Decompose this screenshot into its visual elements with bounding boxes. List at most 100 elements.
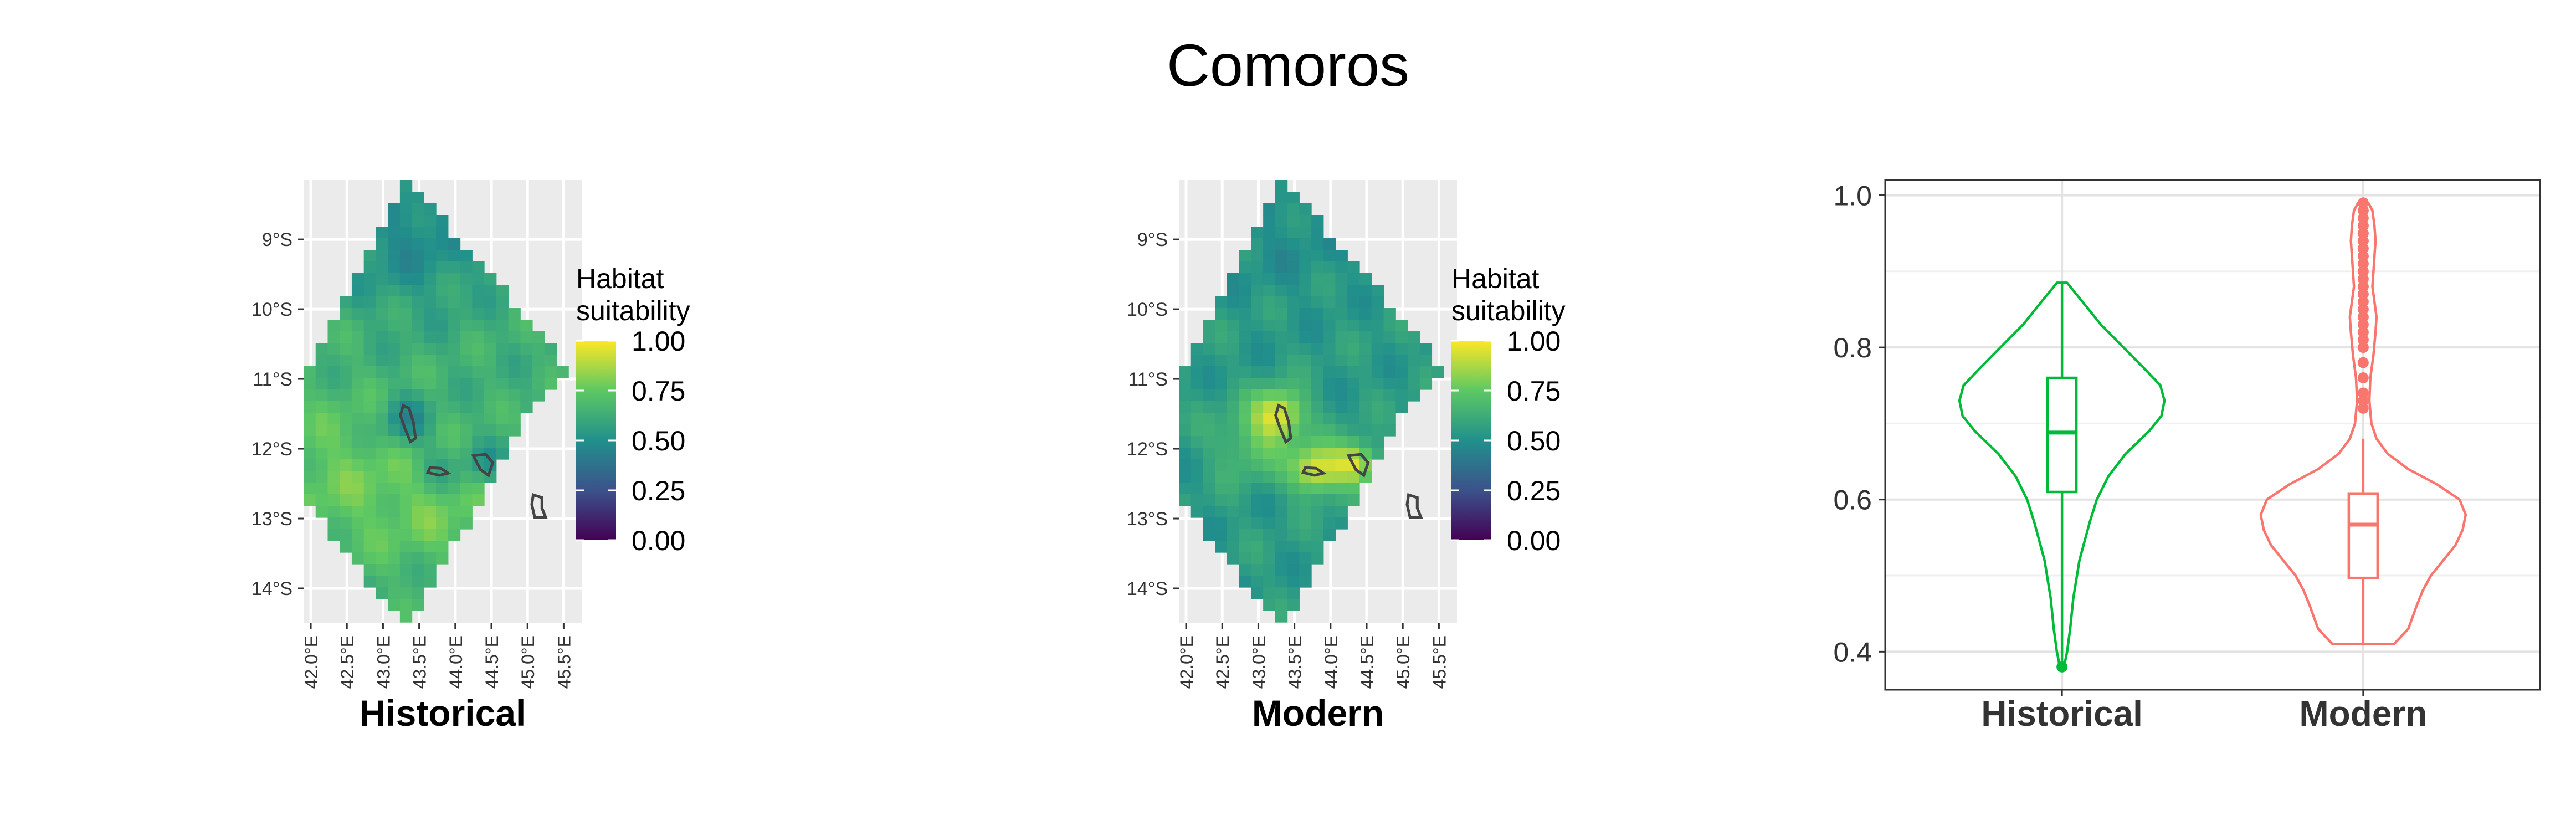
modern-raster-cell (1347, 355, 1360, 367)
historical-raster-cell (388, 401, 401, 413)
historical-raster-cell (315, 343, 329, 355)
modern-raster-cell (1227, 471, 1240, 483)
modern-raster-cell (1239, 471, 1252, 483)
historical-raster-cell (424, 529, 437, 541)
historical-raster-cell (484, 389, 497, 402)
modern-raster-cell (1179, 448, 1192, 460)
modern-raster-cell (1239, 378, 1252, 390)
modern-raster-cell (1203, 401, 1215, 413)
historical-raster-cell (472, 436, 485, 448)
modern-raster-cell (1323, 436, 1336, 448)
modern-raster-cell (1275, 355, 1288, 367)
modern-raster-cell (1335, 378, 1348, 390)
modern-raster-cell (1215, 517, 1228, 530)
modern-raster-cell (1227, 355, 1240, 367)
historical-raster-cell (399, 343, 413, 355)
modern-raster-cell (1287, 506, 1300, 518)
historical-raster-cell (376, 436, 388, 448)
historical-raster-cell (472, 296, 485, 309)
historical-raster-cell (315, 413, 329, 425)
historical-raster-cell (304, 413, 316, 425)
modern-raster-cell (1275, 308, 1288, 320)
historical-raster-cell (315, 378, 329, 390)
historical-raster-cell (327, 320, 340, 332)
modern-raster-cell (1299, 576, 1312, 588)
modern-raster-cell (1395, 320, 1408, 332)
modern-raster-cell (1203, 366, 1215, 378)
historical-raster-cell (496, 378, 509, 390)
modern-raster-cell (1215, 436, 1228, 448)
historical-raster-cell (448, 483, 461, 495)
historical-raster-cell (388, 599, 401, 611)
historical-raster-cell (340, 517, 352, 530)
violin-panel-background (1885, 180, 2540, 690)
modern-raster-cell (1275, 587, 1288, 599)
historical-raster-cell (424, 576, 437, 588)
modern-y-tick-label: 10°S (1127, 299, 1168, 320)
modern-raster-cell (1311, 483, 1324, 495)
modern-raster-cell (1275, 343, 1288, 355)
modern-raster-cell (1190, 343, 1204, 355)
historical-legend-tick-label: 0.75 (632, 376, 685, 407)
modern-raster-cell (1275, 459, 1288, 471)
historical-raster-cell (520, 343, 533, 355)
historical-raster-cell (340, 529, 352, 541)
historical-raster-cell (327, 483, 340, 495)
historical-raster-cell (532, 378, 545, 390)
modern-raster-cell (1371, 308, 1384, 320)
modern-raster-cell (1299, 366, 1312, 378)
historical-raster-cell (448, 355, 461, 367)
historical-raster-cell (448, 448, 461, 460)
historical-raster-cell (496, 285, 509, 297)
violin-modern-outlier-point (2357, 243, 2369, 254)
historical-raster-cell (484, 413, 497, 425)
historical-raster-cell (460, 459, 473, 471)
historical-raster-cell (460, 401, 473, 413)
historical-raster-cell (424, 273, 437, 285)
historical-raster-cell (544, 366, 557, 378)
modern-raster-cell (1371, 424, 1384, 437)
modern-raster-cell (1287, 564, 1300, 576)
historical-raster-cell (412, 517, 424, 530)
historical-raster-cell (436, 552, 449, 565)
historical-raster-cell (327, 529, 340, 541)
violin-y-tick-label: 0.6 (1833, 485, 1872, 516)
historical-y-tick-label: 9°S (262, 229, 293, 250)
historical-raster-cell (436, 355, 449, 367)
modern-raster-cell (1359, 413, 1372, 425)
historical-raster-cell (520, 331, 533, 343)
modern-raster-cell (1299, 517, 1312, 530)
modern-raster-cell (1275, 238, 1288, 250)
modern-raster-cell (1395, 378, 1408, 390)
modern-raster-cell (1203, 529, 1215, 541)
modern-legend-tick-label: 0.75 (1507, 376, 1561, 407)
historical-map-panel: 9°S 10°S 11°S 12°S 13°S 14°S 42.0°E 42.5°E 43.0°… (252, 180, 690, 733)
historical-raster-cell (304, 436, 316, 448)
historical-raster-cell (508, 331, 521, 343)
historical-raster-cell (315, 424, 329, 437)
historical-raster-cell (363, 273, 377, 285)
modern-raster-cell (1239, 541, 1252, 553)
historical-raster-cell (340, 296, 352, 309)
modern-raster-cell (1335, 355, 1348, 367)
historical-raster-cell (399, 366, 413, 378)
historical-raster-cell (412, 250, 424, 262)
modern-island-outline (1274, 403, 1292, 444)
modern-raster-cell (1263, 471, 1276, 483)
historical-raster-cell (424, 366, 437, 378)
modern-raster-cell (1263, 250, 1276, 262)
historical-raster-cell (460, 448, 473, 460)
modern-raster-cell (1227, 541, 1240, 553)
modern-raster-cell (1287, 355, 1300, 367)
modern-raster-cell (1275, 320, 1288, 332)
modern-raster-cell (1263, 424, 1276, 437)
historical-legend-tick-label: 0.50 (632, 425, 685, 456)
modern-raster-cell (1323, 366, 1336, 378)
historical-raster-cell (448, 389, 461, 402)
violin-modern-outlier-point (2357, 288, 2369, 300)
historical-raster-cell (351, 378, 365, 390)
historical-raster-cell (340, 343, 352, 355)
historical-raster-cell (520, 366, 533, 378)
modern-raster-cell (1383, 355, 1396, 367)
historical-raster-cell (351, 308, 365, 320)
